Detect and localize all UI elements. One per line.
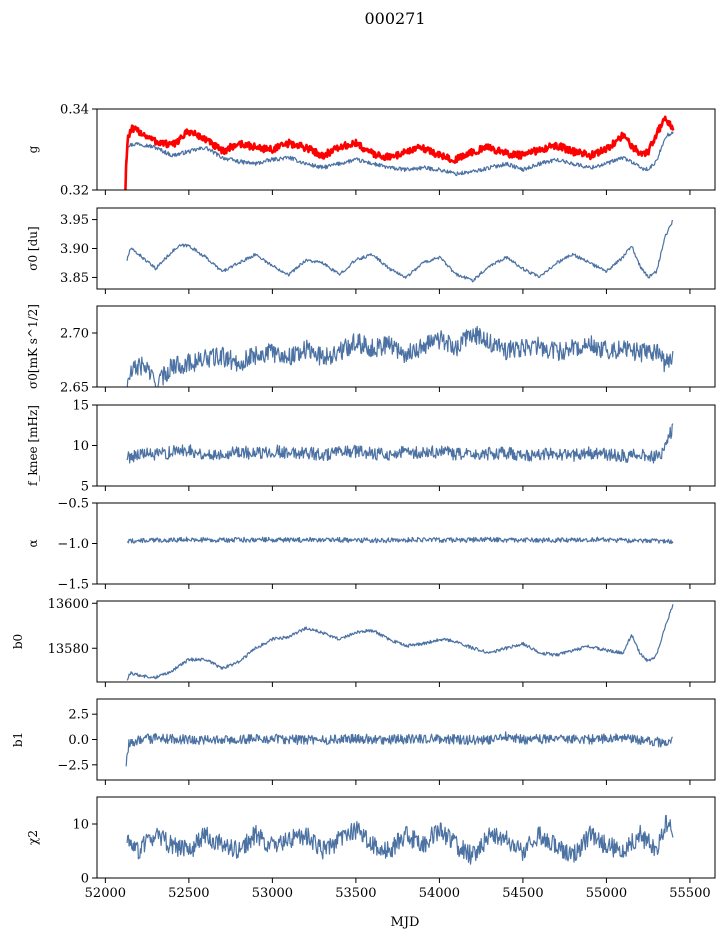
y-axis-label: b0	[11, 634, 25, 649]
axes-frame	[96, 404, 716, 487]
y-tick-label: −0.5	[57, 497, 89, 512]
axes-frame	[96, 305, 716, 388]
axes-frame	[96, 600, 716, 683]
series-line-chi2	[126, 814, 674, 865]
series-line-g	[124, 131, 674, 177]
panel-1: 0.32 0.34 g	[26, 103, 716, 199]
y-tick-label: 2.65	[60, 381, 89, 396]
x-tick-label: 52000	[85, 886, 126, 901]
panel-3: 2.65 2.70 σ0[mK s^1/2]	[26, 304, 716, 396]
y-tick-label: −1.0	[57, 537, 89, 552]
x-tick-label: 55500	[669, 886, 710, 901]
series-line-f-knee	[126, 423, 674, 464]
y-tick-label: 10	[72, 818, 89, 833]
x-tick-label: 54000	[419, 886, 460, 901]
y-tick-label: 0	[81, 872, 89, 887]
y-axis-label: σ0[mK s^1/2]	[26, 304, 40, 389]
x-axis-label: MJD	[391, 915, 420, 930]
y-tick-label: 0.32	[60, 184, 89, 199]
y-tick-label: 2.5	[68, 708, 89, 723]
y-axis-label: f_knee [mHz]	[26, 405, 40, 486]
y-tick-label: 10	[72, 439, 89, 454]
panel-6: 13580 13600 b0	[11, 597, 716, 687]
y-tick-label: 0.0	[68, 733, 89, 748]
y-tick-label: 2.70	[60, 327, 89, 342]
y-axis-label: χ2	[26, 830, 40, 845]
panel-4: 5 10 15 f_knee [mHz]	[26, 399, 716, 495]
y-tick-label: 3.85	[60, 271, 89, 286]
x-tick-label: 54500	[502, 886, 543, 901]
panel-7: −2.5 0.0 2.5 b1	[11, 698, 716, 785]
y-axis-label: σ0 [du]	[26, 226, 40, 270]
y-tick-label: 3.95	[60, 213, 89, 228]
axes-frame	[96, 108, 716, 191]
figure-title: 000271	[364, 9, 425, 28]
y-axis-label: b1	[11, 732, 25, 747]
panel-2: 3.85 3.90 3.95 σ0 [du]	[26, 207, 716, 294]
y-tick-label: 0.34	[60, 103, 89, 118]
y-tick-label: 13600	[48, 597, 89, 612]
y-axis-label: g	[26, 145, 40, 153]
y-tick-label: 5	[81, 480, 89, 495]
series-line-sigma0-du	[126, 219, 673, 283]
panel-5: −1.5 −1.0 −0.5 α	[26, 497, 716, 593]
y-tick-label: −1.5	[57, 578, 89, 593]
x-tick-label: 52500	[168, 886, 209, 901]
y-tick-label: 15	[72, 399, 89, 414]
y-tick-label: −2.5	[57, 758, 89, 773]
series-line-alpha	[127, 536, 674, 544]
x-tick-label: 55000	[586, 886, 627, 901]
x-tick-label: 53500	[335, 886, 376, 901]
panels: 0.32 0.34 g 3.85 3.90 3.95 σ0 [du] 2.65 2.70 σ0[m…	[11, 103, 716, 901]
axes-frame	[96, 796, 716, 879]
x-tick-label: 53000	[252, 886, 293, 901]
axes-frame	[96, 502, 716, 585]
series-line-g-reference-	[124, 115, 675, 190]
y-tick-label: 13580	[48, 642, 89, 657]
series-line-b1	[125, 731, 673, 767]
y-axis-label: α	[26, 539, 40, 547]
panel-8: 0 10 52000 52500 53000 53500 54000 54500 55000 55…	[26, 796, 716, 901]
series-line-sigma0-mk	[126, 325, 674, 387]
y-tick-label: 3.90	[60, 242, 89, 257]
series-line-b0	[126, 604, 674, 681]
